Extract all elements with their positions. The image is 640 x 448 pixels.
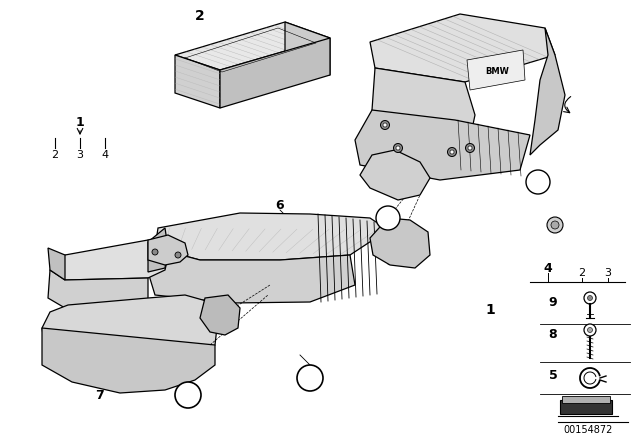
Bar <box>560 400 612 414</box>
Text: 2: 2 <box>195 9 205 23</box>
Polygon shape <box>370 14 555 82</box>
Bar <box>562 396 610 403</box>
Circle shape <box>175 382 201 408</box>
Polygon shape <box>148 248 355 303</box>
Polygon shape <box>42 328 215 393</box>
Circle shape <box>584 292 596 304</box>
Polygon shape <box>148 235 188 265</box>
Circle shape <box>547 217 563 233</box>
Polygon shape <box>530 28 565 155</box>
Text: 1: 1 <box>76 116 84 129</box>
Text: 6: 6 <box>276 198 284 211</box>
Circle shape <box>526 170 550 194</box>
Text: 2: 2 <box>579 268 586 278</box>
Polygon shape <box>355 110 530 180</box>
Text: 8: 8 <box>184 390 192 400</box>
Text: 7: 7 <box>95 388 104 401</box>
Polygon shape <box>285 22 330 75</box>
Circle shape <box>175 252 181 258</box>
Circle shape <box>588 327 593 332</box>
Circle shape <box>447 147 456 156</box>
Circle shape <box>381 121 390 129</box>
Circle shape <box>468 146 472 150</box>
Polygon shape <box>220 38 330 108</box>
Text: 8: 8 <box>548 327 557 340</box>
Text: 00154872: 00154872 <box>563 425 612 435</box>
Polygon shape <box>48 270 148 308</box>
Circle shape <box>152 249 158 255</box>
Polygon shape <box>42 295 218 378</box>
Text: 4: 4 <box>543 262 552 275</box>
Polygon shape <box>200 295 240 335</box>
Circle shape <box>584 324 596 336</box>
Polygon shape <box>155 213 388 260</box>
Text: 3: 3 <box>605 268 611 278</box>
Circle shape <box>394 143 403 152</box>
Circle shape <box>396 146 400 150</box>
Polygon shape <box>175 55 220 108</box>
Text: BMW: BMW <box>485 66 509 76</box>
Polygon shape <box>48 248 65 280</box>
Polygon shape <box>148 228 168 272</box>
Circle shape <box>465 143 474 152</box>
Polygon shape <box>372 68 475 158</box>
Polygon shape <box>50 240 170 280</box>
Text: 5: 5 <box>548 369 557 382</box>
Text: 9: 9 <box>306 373 314 383</box>
Text: 3: 3 <box>77 150 83 160</box>
Circle shape <box>376 206 400 230</box>
Circle shape <box>383 123 387 127</box>
Text: 9: 9 <box>548 296 557 309</box>
Text: 5: 5 <box>534 177 542 187</box>
Text: 2: 2 <box>51 150 59 160</box>
Polygon shape <box>370 218 430 268</box>
Circle shape <box>551 221 559 229</box>
Polygon shape <box>175 22 330 70</box>
Circle shape <box>297 365 323 391</box>
Polygon shape <box>360 150 430 200</box>
Text: 1: 1 <box>485 303 495 317</box>
Circle shape <box>450 150 454 154</box>
Circle shape <box>588 296 593 301</box>
Text: 4: 4 <box>101 150 109 160</box>
Polygon shape <box>467 50 525 90</box>
Text: 5: 5 <box>384 213 392 223</box>
